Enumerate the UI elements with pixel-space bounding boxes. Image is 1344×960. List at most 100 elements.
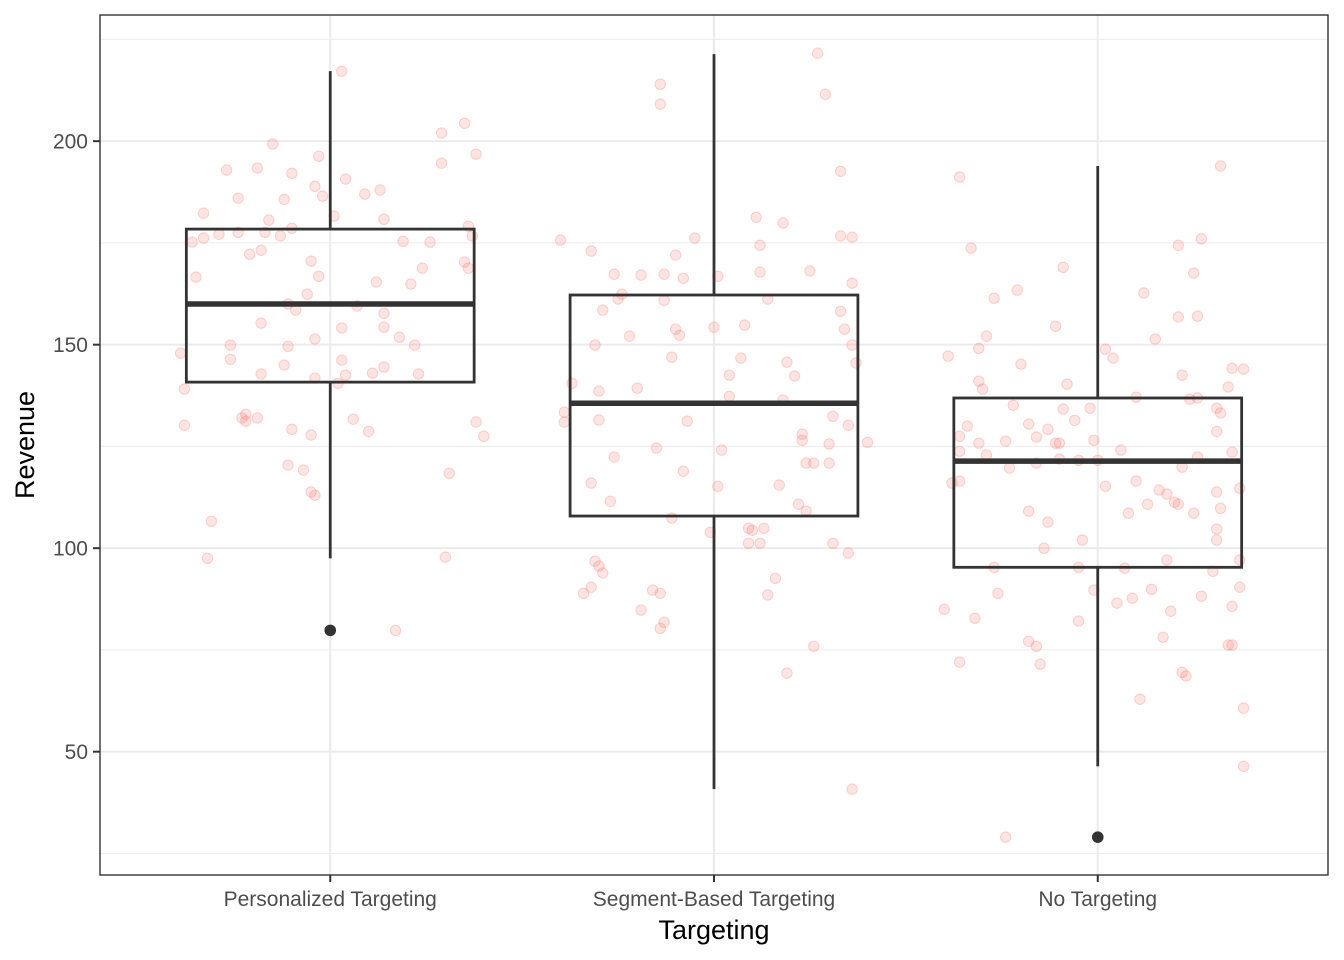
- jitter-point: [174, 347, 187, 359]
- jitter-point: [577, 587, 590, 600]
- jitter-point: [1069, 414, 1081, 427]
- jitter-point: [266, 138, 279, 150]
- jitter-point: [1214, 407, 1227, 419]
- jitter-point: [1115, 444, 1127, 456]
- jitter-point: [1234, 554, 1246, 566]
- jitter-point: [1211, 534, 1223, 546]
- jitter-point: [1122, 507, 1135, 519]
- jitter-point: [1007, 399, 1020, 412]
- jitter-point: [336, 354, 348, 366]
- jitter-point: [1226, 639, 1238, 651]
- jitter-point: [953, 445, 966, 458]
- jitter-point: [846, 277, 858, 289]
- jitter-point: [566, 377, 578, 390]
- jitter-point: [1222, 381, 1234, 393]
- jitter-point: [723, 369, 736, 381]
- jitter-point: [754, 537, 766, 549]
- jitter-point: [669, 249, 682, 261]
- jitter-point: [808, 640, 820, 652]
- jitter-point: [1099, 480, 1112, 493]
- jitter-point: [416, 262, 429, 274]
- jitter-point: [1211, 425, 1223, 438]
- jitter-point: [201, 552, 214, 565]
- jitter-point: [953, 171, 966, 183]
- jitter-point: [305, 255, 317, 267]
- jitter-point: [827, 537, 839, 549]
- jitter-point: [1153, 484, 1165, 496]
- jitter-point: [309, 180, 321, 193]
- outlier-point: [1091, 831, 1104, 843]
- jitter-point: [190, 271, 202, 283]
- jitter-point: [608, 268, 620, 280]
- jitter-point: [792, 498, 805, 510]
- x-tick-label: Segment-Based Targeting: [593, 888, 835, 911]
- jitter-point: [255, 368, 267, 380]
- jitter-point: [735, 352, 747, 364]
- jitter-point: [1072, 615, 1085, 627]
- jitter-point: [255, 244, 267, 256]
- jitter-point: [1022, 635, 1035, 648]
- jitter-point: [1030, 431, 1043, 443]
- jitter-point: [378, 321, 390, 333]
- jitter-point: [1195, 590, 1208, 602]
- jitter-point: [823, 438, 835, 450]
- jitter-point: [1176, 666, 1188, 679]
- jitter-point: [593, 414, 605, 426]
- jitter-point: [681, 415, 693, 427]
- jitter-point: [589, 339, 601, 351]
- jitter-point: [347, 413, 359, 425]
- jitter-point: [1211, 486, 1223, 498]
- jitter-point: [666, 512, 678, 524]
- jitter-point: [796, 434, 808, 447]
- jitter-point: [278, 359, 290, 371]
- jitter-point: [336, 322, 348, 334]
- jitter-point: [197, 207, 210, 219]
- jitter-point: [850, 357, 862, 369]
- jitter-point: [478, 430, 490, 442]
- jitter-point: [263, 214, 275, 226]
- jitter-point: [336, 65, 348, 77]
- jitter-point: [1211, 523, 1223, 535]
- jitter-point: [1164, 605, 1177, 617]
- jitter-point: [819, 88, 831, 101]
- jitter-point: [339, 369, 352, 381]
- jitter-point: [976, 383, 989, 395]
- jitter-point: [1145, 583, 1158, 595]
- jitter-point: [393, 331, 406, 344]
- jitter-point: [466, 230, 478, 242]
- jitter-point: [846, 339, 858, 351]
- jitter-point: [980, 330, 993, 342]
- jitter-point: [458, 117, 471, 129]
- jitter-point: [666, 351, 678, 363]
- jitter-point: [251, 162, 264, 174]
- jitter-point: [739, 319, 751, 331]
- jitter-point: [1049, 320, 1062, 333]
- jitter-point: [1226, 362, 1238, 374]
- jitter-point: [769, 572, 782, 584]
- boxes: [184, 54, 1244, 843]
- jitter-point: [297, 464, 310, 476]
- jitter-point: [1172, 311, 1185, 323]
- jitter-point: [274, 230, 287, 242]
- jitter-point: [435, 127, 448, 139]
- jitter-point: [470, 148, 482, 160]
- jitter-point: [781, 356, 793, 368]
- y-tick-label: 100: [53, 538, 88, 561]
- x-axis-title: Targeting: [658, 915, 769, 945]
- jitter-point: [846, 231, 858, 243]
- jitter-point: [1187, 507, 1200, 519]
- jitter-point: [608, 451, 620, 463]
- jitter-point: [1042, 423, 1054, 436]
- jitter-point: [992, 587, 1004, 600]
- jitter-point: [1234, 482, 1246, 495]
- y-tick-label: 150: [53, 334, 88, 357]
- jitter-point: [973, 375, 985, 388]
- jitter-point: [435, 157, 448, 169]
- jitter-point: [1084, 402, 1096, 414]
- jitter-point: [646, 584, 659, 596]
- jitter-point: [811, 47, 824, 59]
- jitter-point: [623, 330, 636, 342]
- jitter-point: [408, 339, 421, 351]
- jitter-point: [1038, 542, 1050, 554]
